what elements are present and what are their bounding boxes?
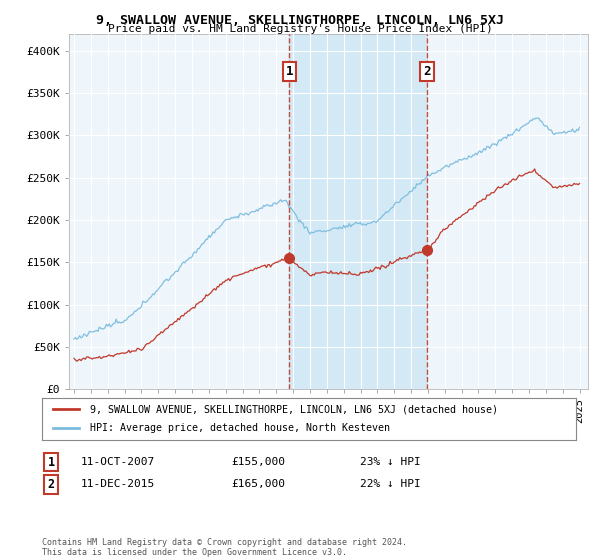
Text: 1: 1	[286, 65, 293, 78]
Bar	[289, 34, 427, 389]
Text: Contains HM Land Registry data © Crown copyright and database right 2024.
This d: Contains HM Land Registry data © Crown c…	[42, 538, 407, 557]
Text: HPI: Average price, detached house, North Kesteven: HPI: Average price, detached house, Nort…	[90, 423, 390, 433]
Text: £155,000: £155,000	[231, 457, 285, 467]
Text: 22% ↓ HPI: 22% ↓ HPI	[360, 479, 421, 489]
Text: £165,000: £165,000	[231, 479, 285, 489]
Text: 11-OCT-2007: 11-OCT-2007	[81, 457, 155, 467]
Text: 9, SWALLOW AVENUE, SKELLINGTHORPE, LINCOLN, LN6 5XJ: 9, SWALLOW AVENUE, SKELLINGTHORPE, LINCO…	[96, 14, 504, 27]
Text: Price paid vs. HM Land Registry's House Price Index (HPI): Price paid vs. HM Land Registry's House …	[107, 24, 493, 34]
Text: 2: 2	[424, 65, 431, 78]
Text: 9, SWALLOW AVENUE, SKELLINGTHORPE, LINCOLN, LN6 5XJ (detached house): 9, SWALLOW AVENUE, SKELLINGTHORPE, LINCO…	[90, 404, 498, 414]
Text: 2: 2	[47, 478, 55, 491]
Text: 23% ↓ HPI: 23% ↓ HPI	[360, 457, 421, 467]
Text: 11-DEC-2015: 11-DEC-2015	[81, 479, 155, 489]
Text: 1: 1	[47, 455, 55, 469]
